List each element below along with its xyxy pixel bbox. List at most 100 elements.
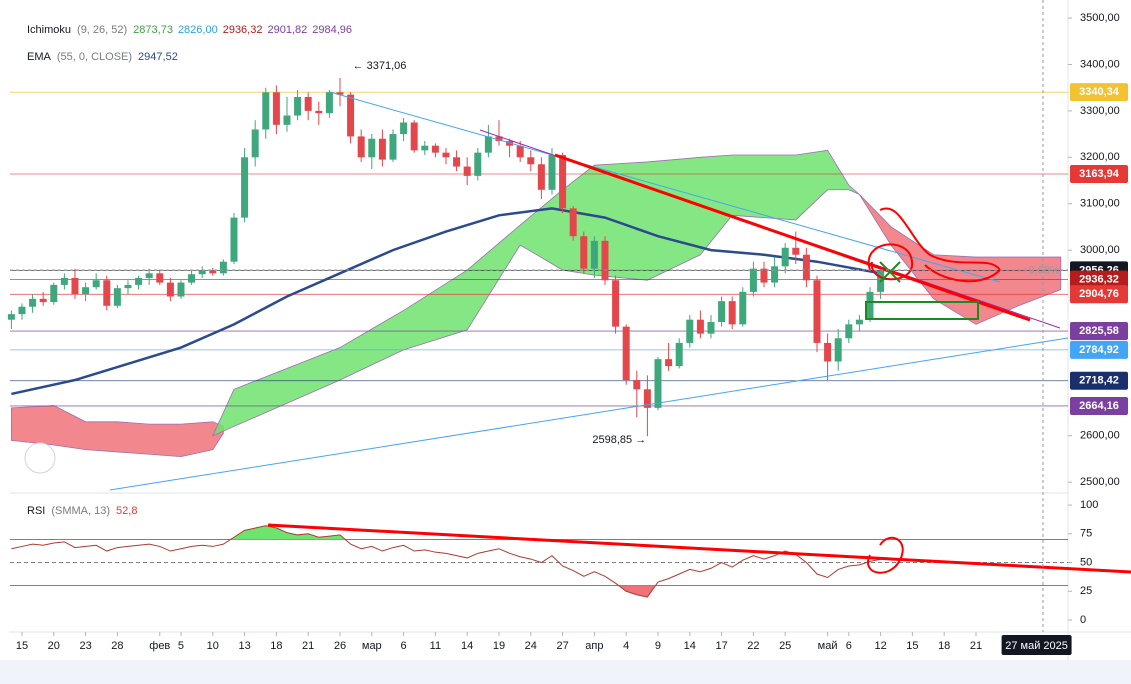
candle-body bbox=[421, 145, 429, 151]
candle-body bbox=[675, 342, 683, 367]
candle-body bbox=[378, 138, 386, 160]
legend-params: (9, 26, 52) bbox=[77, 24, 127, 36]
price-label: 2825,58 bbox=[1079, 325, 1119, 337]
candle-body bbox=[463, 166, 471, 176]
ichimoku-cloud bbox=[859, 194, 1062, 325]
rsi-params: (SMMA, 13) bbox=[51, 505, 110, 517]
x-tick-label: фев bbox=[149, 640, 170, 652]
candle-body bbox=[103, 280, 111, 306]
candle-body bbox=[188, 274, 196, 283]
x-tick-label: 25 bbox=[779, 640, 791, 652]
legend-params: (55, 0, CLOSE) bbox=[57, 51, 132, 63]
candle-body bbox=[855, 319, 863, 325]
price-annotation: 2598,85 → bbox=[592, 434, 646, 446]
candle-body bbox=[294, 96, 302, 116]
x-tick-label: 21 bbox=[302, 640, 314, 652]
candle-body bbox=[71, 277, 79, 295]
price-label: 2664,16 bbox=[1079, 400, 1119, 412]
candle-body bbox=[633, 380, 641, 390]
x-tick-label: 22 bbox=[747, 640, 759, 652]
ema-line bbox=[11, 207, 881, 396]
hand-drawn-box bbox=[865, 301, 979, 320]
trendline bbox=[329, 91, 1001, 283]
price-label: 2936,32 bbox=[1079, 274, 1119, 286]
candle-body bbox=[431, 145, 439, 153]
legend-value: 2901,82 bbox=[267, 24, 307, 36]
x-tick-label: 15 bbox=[16, 640, 28, 652]
x-tick-label: 26 bbox=[334, 640, 346, 652]
price-label: 3340,34 bbox=[1079, 86, 1120, 98]
price-label: 2718,42 bbox=[1079, 375, 1119, 387]
candle-body bbox=[739, 291, 747, 325]
candle-body bbox=[389, 134, 397, 160]
price-label: 3163,94 bbox=[1079, 168, 1120, 180]
candle-body bbox=[771, 266, 779, 283]
price-label: 2904,76 bbox=[1079, 288, 1119, 300]
price-annotation: ← 3371,06 bbox=[353, 60, 407, 72]
x-tick-label: май bbox=[818, 640, 838, 652]
change-label: +0,68% bbox=[1022, 264, 1060, 276]
candle-body bbox=[177, 282, 185, 297]
y-tick-label: 3300,00 bbox=[1080, 105, 1120, 117]
x-tick-label: мар bbox=[362, 640, 382, 652]
candle-body bbox=[484, 136, 492, 153]
legend-value: 2936,32 bbox=[223, 24, 263, 36]
candle-body bbox=[156, 273, 164, 283]
price-label-box bbox=[1070, 371, 1128, 390]
legend-value: 2984,96 bbox=[312, 24, 352, 36]
x-tick-label: 12 bbox=[874, 640, 886, 652]
candle-body bbox=[230, 217, 238, 262]
price-label-box bbox=[1070, 396, 1128, 415]
candle-body bbox=[7, 314, 15, 320]
y-tick-label: 3100,00 bbox=[1080, 198, 1120, 210]
candle-body bbox=[315, 110, 323, 114]
price-label-box bbox=[1070, 322, 1128, 341]
hand-drawn-cross bbox=[879, 261, 901, 283]
x-tick-label: 21 bbox=[970, 640, 982, 652]
candle-body bbox=[559, 154, 567, 209]
price-label-box bbox=[1070, 165, 1128, 184]
candle-body bbox=[113, 288, 121, 306]
price-label: 2784,92 bbox=[1079, 344, 1119, 356]
rsi-tick-label: 0 bbox=[1080, 614, 1086, 626]
legend-value: 2873,73 bbox=[133, 24, 173, 36]
candle-body bbox=[474, 152, 482, 176]
y-tick-label: 3200,00 bbox=[1080, 151, 1120, 163]
candle-body bbox=[527, 157, 535, 165]
candle-body bbox=[304, 96, 312, 111]
x-tick-label: 9 bbox=[655, 640, 661, 652]
candle-body bbox=[145, 273, 153, 278]
x-tick-label: 13 bbox=[238, 640, 250, 652]
rsi-tick-label: 100 bbox=[1080, 499, 1098, 511]
x-tick-label: 23 bbox=[79, 640, 91, 652]
candle-body bbox=[622, 326, 630, 381]
candle-body bbox=[537, 164, 545, 190]
x-tick-label: 17 bbox=[715, 640, 727, 652]
candle-body bbox=[241, 157, 249, 218]
candle-body bbox=[590, 240, 598, 269]
candle-body bbox=[718, 301, 726, 323]
candle-body bbox=[580, 236, 588, 269]
logo bbox=[24, 442, 56, 474]
legend-value: 2947,52 bbox=[138, 51, 178, 63]
candle-body bbox=[368, 138, 376, 158]
candle-body bbox=[442, 152, 450, 158]
rsi-line bbox=[11, 525, 881, 598]
rsi-tick-label: 50 bbox=[1080, 556, 1092, 568]
candle-body bbox=[283, 115, 291, 125]
hand-drawn-circle bbox=[867, 536, 904, 574]
drawings bbox=[10, 0, 1131, 632]
price-label-box bbox=[1070, 285, 1128, 304]
x-tick-label: 15 bbox=[906, 640, 918, 652]
legend-value: 2826,00 bbox=[178, 24, 218, 36]
candle-body bbox=[643, 389, 651, 408]
ichimoku-cloud bbox=[10, 405, 224, 457]
x-tick-label: 4 bbox=[623, 640, 629, 652]
price-label-box bbox=[1070, 340, 1128, 359]
candle-body bbox=[39, 298, 47, 303]
x-tick-label: 18 bbox=[270, 640, 282, 652]
candle-body bbox=[347, 94, 355, 137]
candle-body bbox=[219, 261, 227, 274]
